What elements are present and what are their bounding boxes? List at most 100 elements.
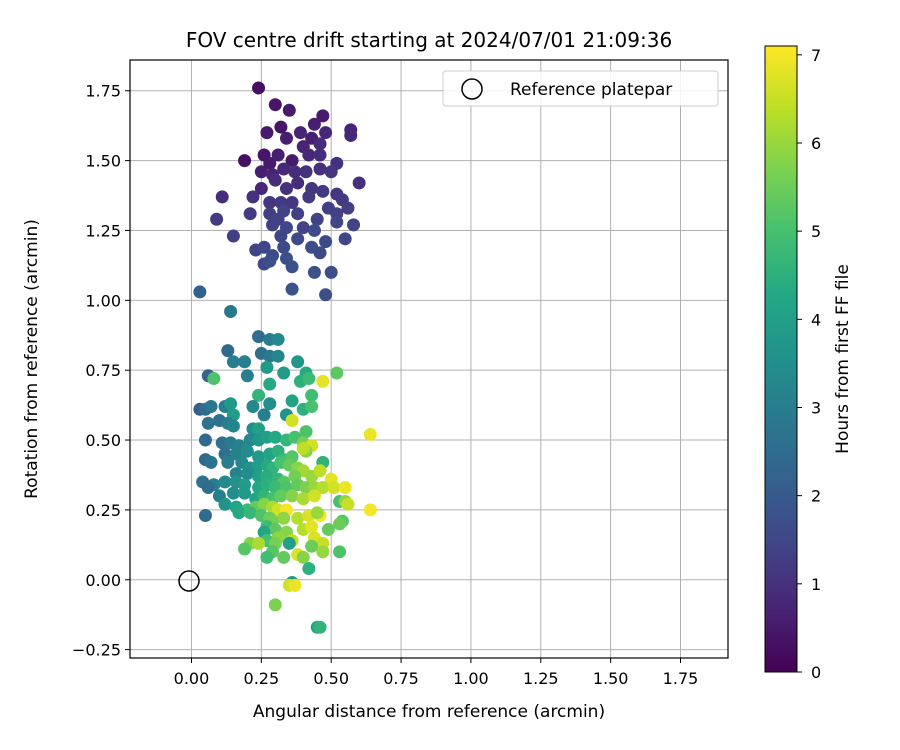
data-point <box>307 223 321 237</box>
data-point <box>263 156 277 170</box>
data-point <box>285 413 299 427</box>
x-tick-label: 1.50 <box>593 669 629 688</box>
data-point <box>316 374 330 388</box>
data-point <box>263 254 277 268</box>
data-point <box>296 441 310 455</box>
data-point <box>271 349 285 363</box>
data-point <box>238 486 252 500</box>
legend-marker <box>461 78 483 100</box>
data-point <box>341 201 355 215</box>
x-axis-label: Angular distance from reference (arcmin) <box>253 702 605 722</box>
data-point <box>299 425 313 439</box>
data-point <box>307 265 321 279</box>
plot-frame <box>129 59 729 659</box>
data-point <box>218 497 232 511</box>
data-point <box>263 377 277 391</box>
data-point <box>257 240 271 254</box>
data-point <box>252 536 266 550</box>
data-point <box>307 117 321 131</box>
data-point <box>319 288 333 302</box>
x-tick-label: 0.25 <box>244 669 280 688</box>
data-point <box>296 492 310 506</box>
data-point <box>285 282 299 296</box>
data-point <box>226 355 240 369</box>
data-point <box>218 475 232 489</box>
data-point <box>310 506 324 520</box>
y-tick-label: 1.50 <box>85 152 121 171</box>
data-point <box>274 489 288 503</box>
data-point <box>277 366 291 380</box>
data-point <box>263 196 277 210</box>
data-point <box>302 190 316 204</box>
data-point <box>257 408 271 422</box>
data-point <box>271 148 285 162</box>
data-point <box>291 355 305 369</box>
data-point <box>207 372 221 386</box>
data-point <box>252 81 266 95</box>
data-point <box>363 503 377 517</box>
data-point <box>198 433 212 447</box>
data-point <box>363 427 377 441</box>
data-point <box>268 98 282 112</box>
y-tick-label: 0.75 <box>85 361 121 380</box>
data-point <box>221 344 235 358</box>
data-point <box>198 508 212 522</box>
data-point <box>268 598 282 612</box>
data-point <box>201 416 215 430</box>
data-point <box>316 109 330 123</box>
colorbar-label: Hours from first FF file <box>833 264 853 454</box>
data-point <box>299 165 313 179</box>
reference-platepar-marker <box>178 570 200 592</box>
colorbar-ticks: 0 1 2 3 4 5 6 7 <box>797 46 821 682</box>
y-axis-ticks: −0.25 0.00 0.25 0.50 0.75 1.00 1.25 1.50 1.75 <box>72 82 130 660</box>
data-point <box>277 162 291 176</box>
data-point <box>226 419 240 433</box>
data-point <box>243 207 257 221</box>
data-point <box>313 162 327 176</box>
colorbar-tick-label: 0 <box>811 663 821 682</box>
x-tick-label: 0.00 <box>174 669 210 688</box>
data-points <box>193 81 377 634</box>
data-point <box>288 165 302 179</box>
data-point <box>313 464 327 478</box>
data-point <box>307 489 321 503</box>
data-point <box>277 511 291 525</box>
y-tick-label: 0.00 <box>85 571 121 590</box>
data-point <box>240 467 254 481</box>
data-point <box>296 550 310 564</box>
data-point <box>313 246 327 260</box>
data-point <box>305 539 319 553</box>
data-point <box>274 229 288 243</box>
data-point <box>291 176 305 190</box>
data-point <box>302 148 316 162</box>
data-point <box>240 444 254 458</box>
colorbar: 0 1 2 3 4 5 6 7 Hours from first FF file <box>764 45 853 682</box>
data-point <box>221 455 235 469</box>
data-point <box>238 542 252 556</box>
data-point <box>226 229 240 243</box>
data-point <box>313 620 327 634</box>
data-point <box>324 165 338 179</box>
data-point <box>305 400 319 414</box>
data-point <box>254 182 268 196</box>
data-point <box>341 497 355 511</box>
data-point <box>201 481 215 495</box>
data-point <box>277 240 291 254</box>
x-axis-ticks: 0.00 0.25 0.50 0.75 1.00 1.25 1.50 1.75 <box>174 658 698 688</box>
data-point <box>238 355 252 369</box>
data-point <box>327 481 341 495</box>
data-point <box>333 545 347 559</box>
data-point <box>277 204 291 218</box>
legend-box <box>442 70 719 107</box>
data-point <box>232 506 246 520</box>
colorbar-tick-label: 1 <box>811 575 821 594</box>
data-point <box>316 545 330 559</box>
data-point <box>204 455 218 469</box>
data-point <box>285 260 299 274</box>
y-tick-label: −0.25 <box>72 641 121 660</box>
data-point <box>316 184 330 198</box>
data-point <box>352 176 366 190</box>
y-tick-label: 0.50 <box>85 431 121 450</box>
data-point <box>285 154 299 168</box>
colorbar-tick-label: 3 <box>811 398 821 417</box>
